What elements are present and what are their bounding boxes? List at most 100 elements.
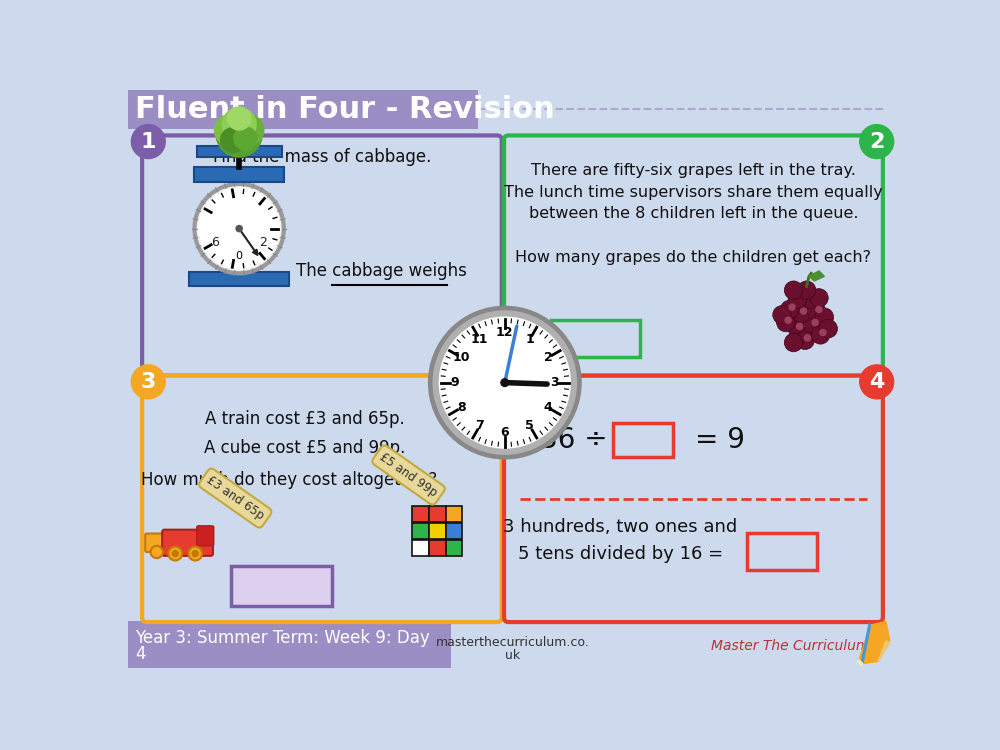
- Circle shape: [797, 323, 803, 329]
- Text: 9: 9: [450, 376, 459, 389]
- Circle shape: [788, 320, 807, 338]
- Text: 3: 3: [551, 376, 559, 389]
- FancyBboxPatch shape: [194, 167, 284, 182]
- Circle shape: [131, 124, 165, 158]
- FancyBboxPatch shape: [197, 146, 282, 157]
- Text: 1: 1: [141, 131, 156, 152]
- FancyBboxPatch shape: [145, 533, 168, 552]
- Text: Master The Curriculum: Master The Curriculum: [711, 639, 869, 653]
- Text: 4: 4: [135, 645, 146, 663]
- Circle shape: [815, 308, 834, 326]
- Circle shape: [816, 306, 822, 313]
- Text: Year 3: Summer Term: Week 9: Day: Year 3: Summer Term: Week 9: Day: [135, 629, 430, 647]
- Circle shape: [777, 314, 795, 332]
- FancyBboxPatch shape: [412, 506, 429, 522]
- Text: 3: 3: [141, 372, 156, 392]
- FancyBboxPatch shape: [446, 523, 462, 539]
- Circle shape: [429, 306, 581, 459]
- Text: 4: 4: [869, 372, 884, 392]
- Circle shape: [172, 550, 178, 556]
- FancyBboxPatch shape: [412, 523, 429, 539]
- Text: The cabbage weighs: The cabbage weighs: [296, 262, 467, 280]
- Circle shape: [802, 290, 820, 309]
- Text: A train cost £3 and 65p.: A train cost £3 and 65p.: [205, 410, 404, 428]
- FancyBboxPatch shape: [504, 136, 883, 376]
- FancyBboxPatch shape: [142, 136, 502, 376]
- Circle shape: [807, 302, 826, 321]
- Circle shape: [194, 184, 284, 273]
- FancyBboxPatch shape: [231, 566, 332, 606]
- Text: uk: uk: [505, 649, 520, 662]
- Circle shape: [215, 115, 245, 146]
- Text: between the 8 children left in the queue.: between the 8 children left in the queue…: [529, 206, 858, 221]
- Text: 4: 4: [544, 401, 553, 414]
- Circle shape: [785, 317, 791, 323]
- Circle shape: [234, 127, 257, 150]
- FancyBboxPatch shape: [142, 376, 502, 622]
- FancyBboxPatch shape: [128, 621, 451, 668]
- Text: There are fifty-six grapes left in the tray.: There are fifty-six grapes left in the t…: [531, 164, 856, 178]
- Text: £3 and 65p: £3 and 65p: [204, 473, 266, 523]
- Circle shape: [192, 550, 198, 556]
- Circle shape: [131, 365, 165, 399]
- Text: The lunch time supervisors share them equally: The lunch time supervisors share them eq…: [504, 185, 883, 200]
- Circle shape: [168, 547, 182, 560]
- Circle shape: [228, 107, 251, 130]
- Circle shape: [788, 290, 807, 309]
- Text: Find the mass of cabbage.: Find the mass of cabbage.: [213, 148, 431, 166]
- FancyBboxPatch shape: [128, 90, 478, 128]
- Text: 7: 7: [475, 419, 484, 433]
- Text: How much do they cost altogether?: How much do they cost altogether?: [141, 472, 437, 490]
- Circle shape: [860, 365, 894, 399]
- Polygon shape: [878, 640, 890, 662]
- Circle shape: [199, 188, 279, 268]
- FancyBboxPatch shape: [162, 530, 213, 556]
- Text: = 9: = 9: [695, 425, 745, 454]
- Circle shape: [860, 124, 894, 158]
- FancyBboxPatch shape: [504, 376, 883, 622]
- Circle shape: [812, 320, 818, 326]
- Text: A cube cost £5 and 99p.: A cube cost £5 and 99p.: [204, 439, 405, 457]
- Text: 2: 2: [869, 131, 884, 152]
- FancyBboxPatch shape: [412, 540, 429, 556]
- Circle shape: [151, 546, 163, 558]
- Text: 36 ÷: 36 ÷: [540, 425, 608, 454]
- Circle shape: [188, 547, 202, 560]
- Text: 1: 1: [525, 333, 534, 346]
- Circle shape: [804, 334, 810, 341]
- Circle shape: [439, 317, 570, 448]
- Polygon shape: [861, 623, 871, 664]
- Circle shape: [800, 308, 807, 314]
- Text: £5 and 99p: £5 and 99p: [377, 451, 440, 500]
- FancyBboxPatch shape: [446, 540, 462, 556]
- Circle shape: [784, 333, 803, 352]
- Text: 8: 8: [457, 401, 466, 414]
- Polygon shape: [857, 660, 863, 665]
- FancyBboxPatch shape: [429, 506, 446, 522]
- Circle shape: [792, 304, 810, 322]
- Circle shape: [501, 379, 509, 386]
- Circle shape: [433, 311, 576, 454]
- FancyBboxPatch shape: [429, 540, 446, 556]
- Text: 12: 12: [496, 326, 514, 339]
- FancyBboxPatch shape: [189, 272, 289, 286]
- Text: Fluent in Four - Revision: Fluent in Four - Revision: [135, 94, 555, 124]
- Text: 10: 10: [453, 351, 470, 364]
- Text: 6: 6: [500, 426, 509, 439]
- Text: 6: 6: [211, 236, 219, 249]
- Text: 0: 0: [236, 251, 243, 261]
- Circle shape: [796, 331, 814, 350]
- Circle shape: [820, 329, 826, 336]
- FancyBboxPatch shape: [446, 506, 462, 522]
- Circle shape: [819, 320, 837, 338]
- Circle shape: [797, 281, 816, 299]
- Circle shape: [789, 304, 795, 310]
- FancyBboxPatch shape: [429, 523, 446, 539]
- FancyBboxPatch shape: [197, 526, 214, 546]
- Text: How many grapes do the children get each?: How many grapes do the children get each…: [515, 250, 871, 265]
- Polygon shape: [809, 271, 824, 281]
- Circle shape: [222, 108, 256, 142]
- Polygon shape: [859, 621, 890, 664]
- Circle shape: [784, 281, 803, 299]
- Text: 5: 5: [525, 419, 534, 433]
